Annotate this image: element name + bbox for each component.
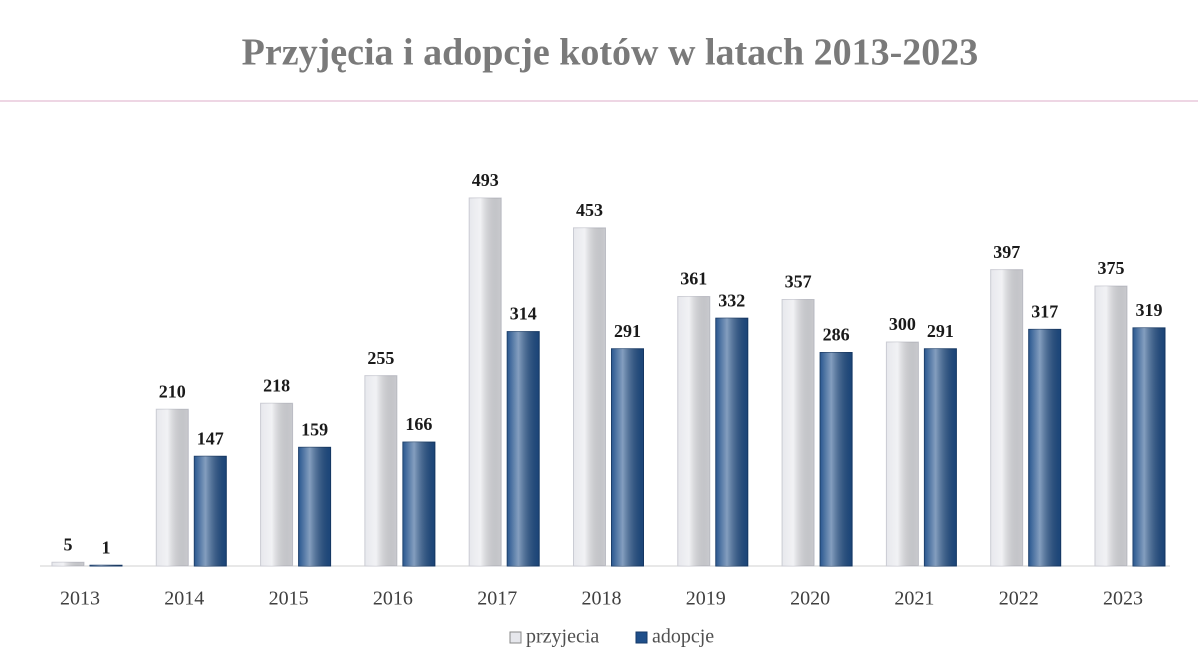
x-tick-label: 2021 (894, 588, 934, 610)
bar-shine (1028, 329, 1061, 566)
bar-shine (260, 403, 293, 566)
x-tick-label: 2017 (477, 588, 517, 610)
data-label: 361 (680, 269, 707, 289)
data-label: 317 (1031, 302, 1058, 322)
x-tick-label: 2014 (164, 588, 204, 610)
bar-shine (507, 331, 540, 566)
data-label: 332 (718, 290, 745, 310)
data-label: 319 (1136, 300, 1163, 320)
bar-shine (90, 565, 122, 566)
x-tick-label: 2015 (269, 588, 309, 610)
data-label: 166 (405, 414, 432, 434)
x-tick-label: 2022 (999, 588, 1039, 610)
x-tick-label: 2019 (686, 588, 726, 610)
data-label: 1 (102, 537, 111, 557)
bar-shine (573, 227, 606, 566)
bar-shine (1133, 327, 1165, 566)
x-tick-label: 2018 (582, 588, 622, 610)
bar-shine (677, 296, 710, 566)
bar-shine (924, 348, 957, 566)
bar-shine (469, 198, 502, 566)
data-label: 286 (823, 325, 850, 345)
chart-title: Przyjęcia i adopcje kotów w latach 2013-… (242, 32, 979, 74)
legend-swatch (635, 631, 648, 644)
bar-shine (782, 299, 815, 566)
bar-shine (364, 375, 397, 566)
legend-label: adopcje (652, 626, 714, 648)
bar-shine (611, 348, 644, 566)
data-label: 159 (301, 419, 328, 439)
legend-label: przyjecia (526, 626, 599, 648)
bar-shine (715, 318, 748, 566)
data-label: 218 (263, 375, 290, 395)
bar-shine (298, 447, 331, 566)
data-label: 397 (993, 242, 1020, 262)
x-tick-label: 2013 (60, 588, 100, 610)
data-label: 255 (367, 348, 394, 368)
bar-shine (52, 562, 84, 566)
data-label: 453 (576, 200, 603, 220)
bar-shine (820, 352, 853, 566)
data-label: 147 (197, 428, 224, 448)
data-label: 314 (510, 304, 537, 324)
x-tick-label: 2023 (1103, 588, 1143, 610)
x-tick-label: 2016 (373, 588, 413, 610)
data-label: 210 (159, 381, 186, 401)
bar-shine (156, 409, 189, 566)
data-label: 300 (889, 314, 916, 334)
x-tick-label: 2020 (790, 588, 830, 610)
data-label: 375 (1098, 258, 1125, 278)
legend-swatch (509, 631, 522, 644)
bar-shine (402, 442, 435, 566)
bar-shine (990, 269, 1023, 566)
data-label: 291 (927, 321, 954, 341)
data-label: 357 (785, 272, 812, 292)
bar-shine (194, 456, 227, 566)
data-label: 291 (614, 321, 641, 341)
data-label: 493 (472, 170, 499, 190)
bar-shine (886, 342, 919, 566)
bar-shine (1095, 286, 1127, 566)
data-label: 5 (64, 534, 73, 554)
